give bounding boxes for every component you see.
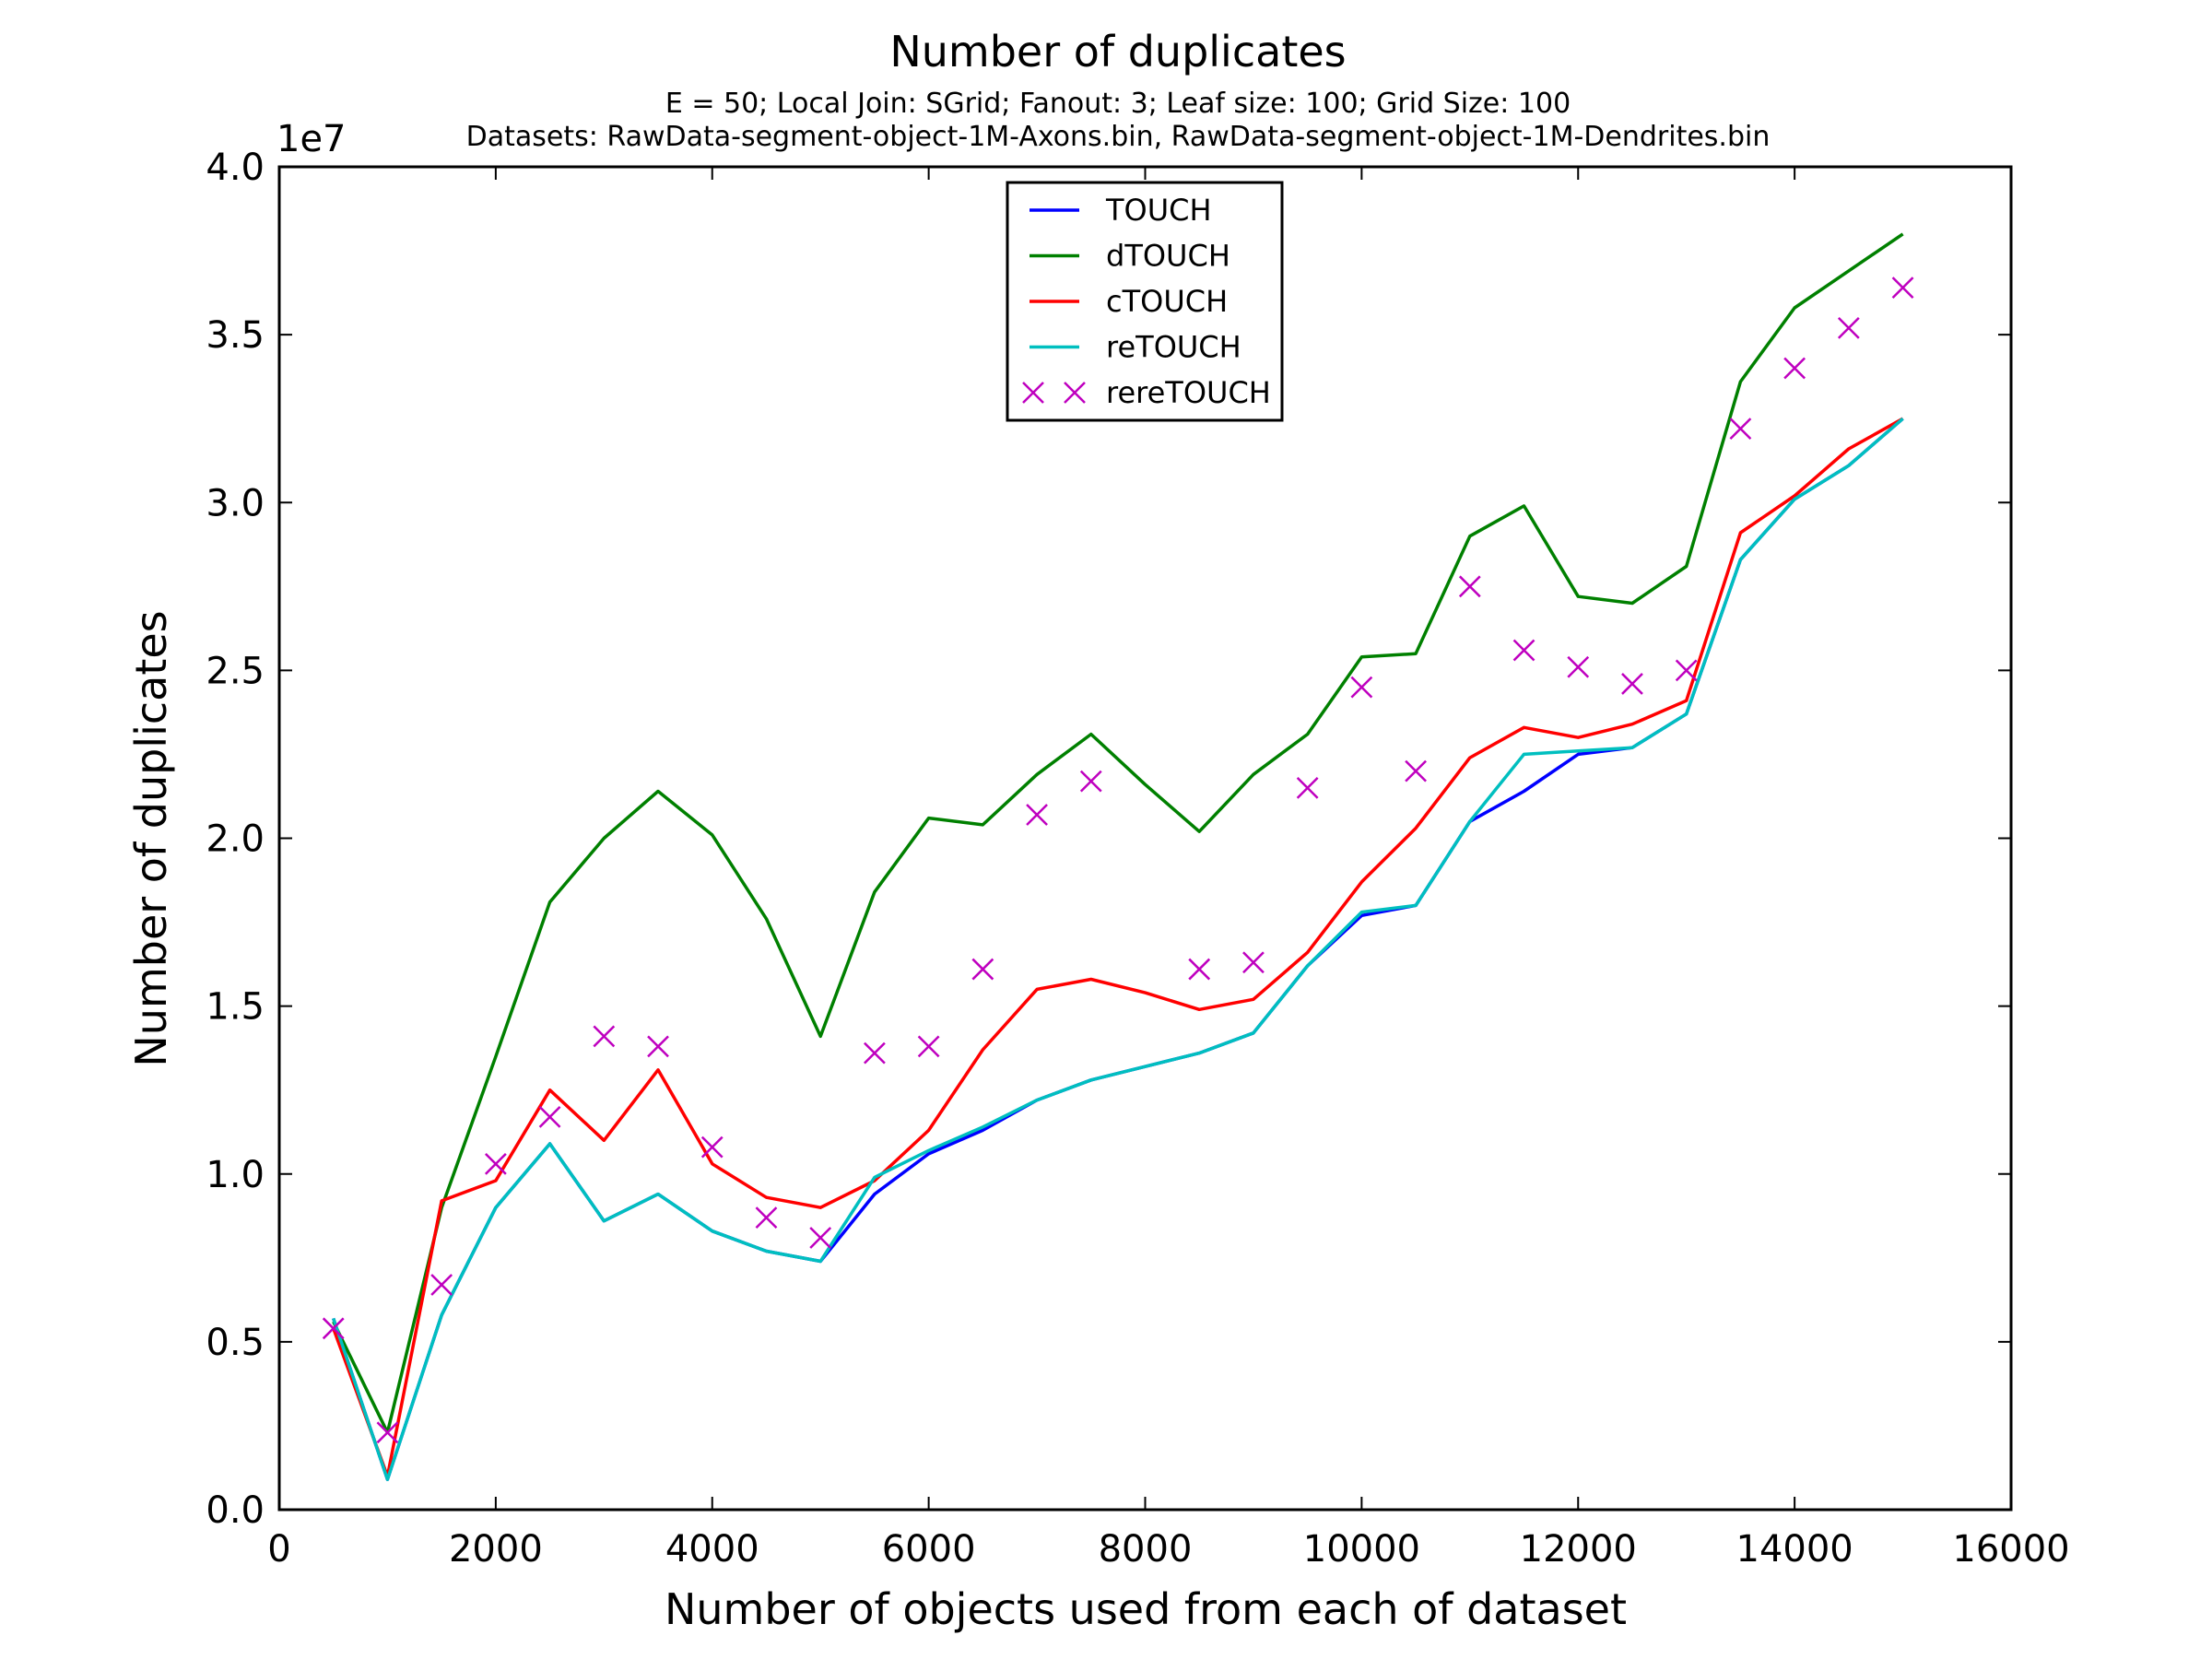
x-tick-label: 8000 [1099,1528,1193,1571]
series-point-reretouch [1512,639,1535,662]
y-scale-label: 1e7 [276,118,347,160]
x-tick-label: 10000 [1303,1528,1420,1571]
series-point-reretouch [1405,759,1427,782]
series-line-retouch [332,417,1904,1481]
legend-swatch-reretouch [1064,382,1086,404]
legend-label-ctouch: cTOUCH [1106,284,1228,319]
series-point-reretouch [538,1105,561,1128]
series-point-reretouch [647,1035,669,1058]
x-tick-label: 0 [267,1528,290,1571]
series-point-reretouch [1458,575,1481,598]
chart-title: Number of duplicates [889,27,1346,76]
legend-label-touch: TOUCH [1105,193,1212,228]
series-line-dtouch [332,232,1904,1434]
y-tick-label: 0.0 [206,1489,265,1532]
series-point-reretouch [593,1025,616,1048]
x-tick-label: 16000 [1952,1528,2069,1571]
series-point-reretouch [809,1227,832,1249]
series-point-reretouch [1026,804,1048,826]
chart-subtitle-line-2: Datasets: RawData-segment-object-1M-Axon… [466,121,1771,153]
y-tick-label: 0.5 [206,1322,265,1364]
y-axis-label: Number of duplicates [126,610,176,1066]
x-tick-label: 14000 [1736,1528,1853,1571]
series-point-reretouch [1079,770,1102,793]
axis-ticks: 0 2000 4000 6000 8000 10000 12000 14000 16000 0.0… [206,147,2069,1571]
series-point-reretouch [1837,316,1860,339]
series-point-reretouch [1675,659,1698,682]
series-point-reretouch [1242,951,1265,974]
x-tick-label: 6000 [882,1528,976,1571]
series-point-reretouch [1783,357,1806,380]
series-point-reretouch [700,1135,724,1159]
series-point-reretouch [484,1152,507,1175]
legend-label-retouch: reTOUCH [1106,330,1241,365]
series-point-reretouch [755,1206,778,1229]
series-point-reretouch [430,1274,453,1296]
series-point-reretouch [971,958,994,981]
y-tick-label: 2.5 [206,650,265,692]
y-tick-label: 4.0 [206,147,265,189]
series-point-reretouch [1621,673,1643,695]
series-point-reretouch [1296,776,1319,799]
series-point-reretouch [864,1041,886,1065]
series-point-reretouch [1188,958,1211,981]
series-point-reretouch [322,1317,345,1340]
legend-label-reretouch: rereTOUCH [1106,375,1271,410]
series-point-reretouch [1729,418,1752,440]
legend-swatch-reretouch [1022,382,1044,404]
chart-subtitle-line-1: E = 50; Local Join: SGrid; Fanout: 3; Le… [665,88,1571,120]
series-line-ctouch [332,417,1904,1478]
series-point-reretouch [376,1421,399,1444]
y-tick-label: 3.5 [206,314,265,357]
legend: TOUCH dTOUCH cTOUCH reTOUCH rereTOUCH [1006,181,1284,422]
y-tick-label: 3.0 [206,482,265,524]
legend-label-dtouch: dTOUCH [1106,239,1230,274]
y-tick-label: 2.0 [206,818,265,861]
x-axis-label: Number of objects used from each of data… [665,1584,1627,1634]
series-point-reretouch [1350,676,1373,699]
x-tick-label: 2000 [449,1528,543,1571]
plot-frame [277,165,2013,1512]
x-tick-label: 12000 [1520,1528,1637,1571]
x-tick-label: 4000 [665,1528,759,1571]
series-point-reretouch [1567,655,1590,678]
series-point-reretouch [1891,276,1914,300]
series-layer [322,232,1914,1481]
y-tick-label: 1.5 [206,986,265,1029]
y-tick-label: 1.0 [206,1154,265,1196]
series-point-reretouch [917,1035,940,1058]
